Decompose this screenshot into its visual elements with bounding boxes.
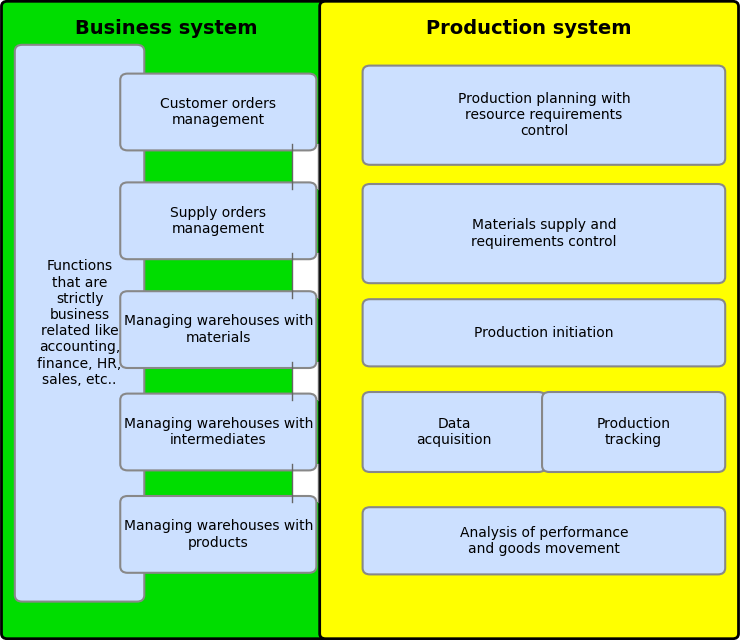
Text: Customer orders
management: Customer orders management [161, 97, 276, 127]
Text: Analysis of performance
and goods movement: Analysis of performance and goods moveme… [460, 525, 628, 556]
FancyBboxPatch shape [120, 74, 317, 150]
Text: Supply orders
management: Supply orders management [170, 205, 266, 236]
Bar [292, 144, 318, 189]
Bar [292, 253, 318, 298]
Text: Managing warehouses with
intermediates: Managing warehouses with intermediates [124, 417, 313, 447]
FancyBboxPatch shape [15, 45, 144, 602]
FancyBboxPatch shape [542, 392, 725, 472]
FancyBboxPatch shape [363, 66, 725, 165]
FancyBboxPatch shape [120, 182, 317, 259]
FancyBboxPatch shape [1, 1, 332, 639]
Text: Production system: Production system [426, 19, 632, 38]
Text: Managing warehouses with
products: Managing warehouses with products [124, 519, 313, 550]
Text: Business system: Business system [75, 19, 258, 38]
Text: Production planning with
resource requirements
control: Production planning with resource requir… [457, 92, 630, 138]
FancyBboxPatch shape [120, 496, 317, 573]
FancyBboxPatch shape [120, 291, 317, 368]
Text: Data
acquisition: Data acquisition [417, 417, 492, 447]
FancyBboxPatch shape [363, 392, 546, 472]
FancyBboxPatch shape [363, 184, 725, 283]
Text: Production initiation: Production initiation [474, 326, 613, 340]
Bar [292, 464, 318, 502]
FancyBboxPatch shape [120, 394, 317, 470]
FancyBboxPatch shape [320, 1, 739, 639]
FancyBboxPatch shape [363, 300, 725, 366]
Bar [292, 362, 318, 400]
Text: Production
tracking: Production tracking [596, 417, 670, 447]
Text: Materials supply and
requirements control: Materials supply and requirements contro… [471, 218, 616, 249]
Text: Managing warehouses with
materials: Managing warehouses with materials [124, 314, 313, 345]
FancyBboxPatch shape [363, 507, 725, 575]
Text: Functions
that are
strictly
business
related like
accounting,
finance, HR,
sales: Functions that are strictly business rel… [38, 259, 121, 387]
